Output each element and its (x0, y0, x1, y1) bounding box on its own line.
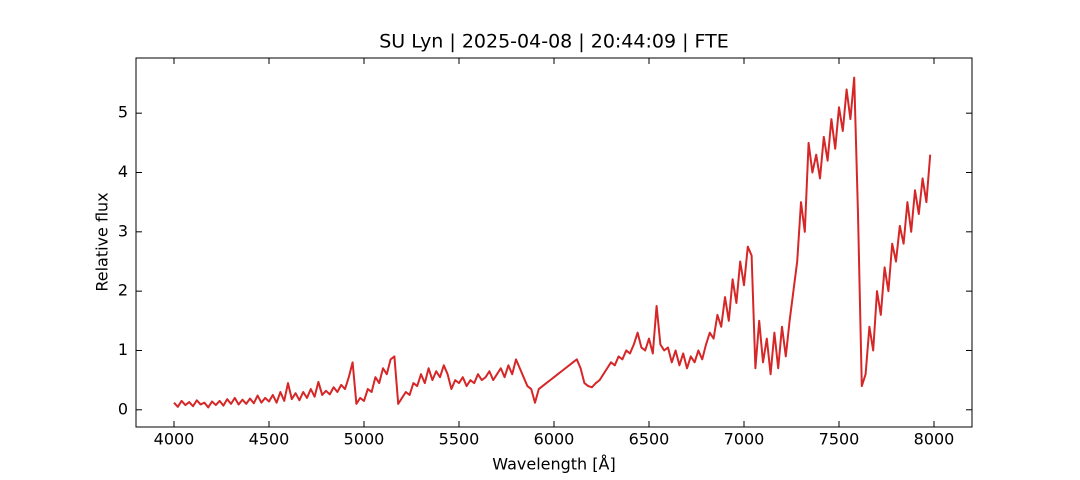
x-tick-label: 7000 (724, 430, 765, 449)
x-tick-label: 8000 (914, 430, 955, 449)
x-tick-label: 5500 (439, 430, 480, 449)
x-tick-label: 4000 (154, 430, 195, 449)
spectrum-line (173, 76, 932, 409)
y-tick-label: 1 (118, 340, 128, 359)
y-axis-label: Relative flux (93, 192, 112, 291)
y-tick-label: 0 (118, 399, 128, 418)
x-tick-label: 6500 (629, 430, 670, 449)
x-tick-label: 5000 (344, 430, 385, 449)
y-tick-label: 5 (118, 103, 128, 122)
x-axis-label: Wavelength [Å] (492, 455, 615, 474)
x-tick-label: 7500 (819, 430, 860, 449)
y-tick-label: 4 (118, 162, 128, 181)
chart-title: SU Lyn | 2025-04-08 | 20:44:09 | FTE (379, 31, 729, 53)
y-tick-label: 2 (118, 281, 128, 300)
x-tick-label: 6000 (534, 430, 575, 449)
y-tick-label: 3 (118, 221, 128, 240)
x-tick-label: 4500 (249, 430, 290, 449)
